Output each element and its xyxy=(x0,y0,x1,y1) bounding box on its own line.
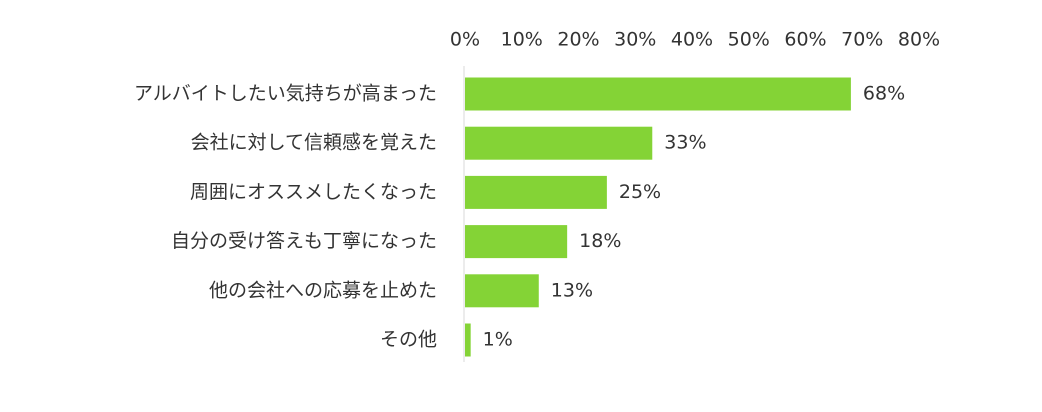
data-label: 25% xyxy=(619,181,661,203)
bar xyxy=(465,126,653,160)
x-tick-label: 10% xyxy=(501,29,543,51)
category-labels: アルバイトしたい気持ちが高まった会社に対して信頼感を覚えた周囲にオススメしたくな… xyxy=(134,83,437,351)
category-label: アルバイトしたい気持ちが高まった xyxy=(134,83,437,105)
category-label: 周囲にオススメしたくなった xyxy=(190,181,437,203)
x-tick-label: 60% xyxy=(784,29,826,51)
bar xyxy=(465,225,568,259)
x-axis: 0% 10% 20% 30% 40% 50% 60% 70% 80% xyxy=(450,29,940,51)
x-tick-label: 70% xyxy=(841,29,883,51)
bar xyxy=(465,323,471,357)
bar-series xyxy=(465,77,851,357)
data-label: 13% xyxy=(551,279,593,301)
bar xyxy=(465,274,539,308)
value-labels: 68% 33% 25% 18% 13% 1% xyxy=(483,83,905,351)
category-label: 会社に対して信頼感を覚えた xyxy=(191,132,437,154)
category-label: 他の会社への応募を止めた xyxy=(209,279,437,301)
data-label: 18% xyxy=(579,230,621,252)
x-tick-label: 20% xyxy=(557,29,599,51)
x-tick-label: 30% xyxy=(614,29,656,51)
category-label: その他 xyxy=(380,329,437,351)
x-tick-label: 80% xyxy=(898,29,940,51)
x-tick-label: 40% xyxy=(671,29,713,51)
bar xyxy=(465,77,851,111)
x-tick-label: 0% xyxy=(450,29,480,51)
x-tick-label: 50% xyxy=(728,29,770,51)
category-label: 自分の受け答えも丁寧になった xyxy=(171,230,437,252)
bar xyxy=(465,175,607,209)
data-label: 1% xyxy=(483,329,513,351)
data-label: 33% xyxy=(664,132,706,154)
data-label: 68% xyxy=(863,83,905,105)
